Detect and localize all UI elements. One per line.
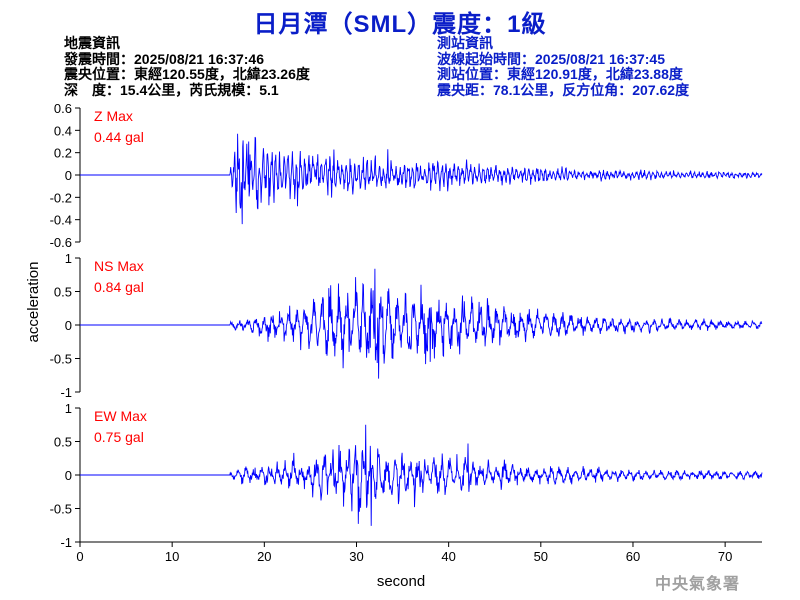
y-tick-label-z: -0.2 bbox=[50, 190, 72, 205]
origin-time: 發震時間：2025/08/21 16:37:46 bbox=[64, 50, 264, 67]
y-tick-label-ew: 0.5 bbox=[54, 435, 72, 450]
y-tick-label-ew: -1 bbox=[60, 535, 72, 550]
y-tick-label-ns: -0.5 bbox=[50, 352, 72, 367]
y-tick-label-z: 0.4 bbox=[54, 123, 72, 138]
depth-magnitude: 深 度：15.4公里，芮氏規模：5.1 bbox=[64, 81, 279, 98]
y-tick-label-ns: 0.5 bbox=[54, 285, 72, 300]
max-label-ew: EW Max bbox=[94, 408, 147, 424]
agency-label: 中央氣象署 bbox=[655, 574, 741, 593]
x-tick-label: 30 bbox=[349, 549, 363, 564]
x-axis-title: second bbox=[377, 573, 425, 590]
station-info-heading: 測站資訊 bbox=[437, 35, 493, 51]
y-tick-label-ew: 1 bbox=[65, 401, 72, 416]
x-tick-label: 70 bbox=[718, 549, 732, 564]
x-tick-label: 50 bbox=[534, 549, 548, 564]
y-tick-label-ns: 0 bbox=[65, 318, 72, 333]
x-tick-label: 0 bbox=[76, 549, 83, 564]
page-title: 日月潭（SML）震度：1級 bbox=[253, 11, 547, 38]
y-tick-label-z: 0.2 bbox=[54, 146, 72, 161]
y-tick-label-z: -0.6 bbox=[50, 235, 72, 250]
wave-start-time: 波線起始時間：2025/08/21 16:37:45 bbox=[437, 50, 665, 67]
max-value-ns: 0.84 gal bbox=[94, 279, 144, 295]
station-info: 測站資訊 波線起始時間：2025/08/21 16:37:45 測站位置：東經1… bbox=[437, 35, 690, 98]
y-tick-label-z: 0.6 bbox=[54, 101, 72, 116]
max-value-z: 0.44 gal bbox=[94, 129, 144, 145]
earthquake-info-heading: 地震資訊 bbox=[64, 35, 120, 51]
y-tick-label-z: -0.4 bbox=[50, 213, 72, 228]
y-tick-label-z: 0 bbox=[65, 168, 72, 183]
x-tick-label: 20 bbox=[257, 549, 271, 564]
epicenter-location: 震央位置：東經120.55度，北緯23.26度 bbox=[64, 66, 310, 82]
y-tick-label-ns: 1 bbox=[65, 251, 72, 266]
waveform-z bbox=[80, 133, 763, 225]
x-tick-label: 60 bbox=[626, 549, 640, 564]
y-tick-label-ew: -0.5 bbox=[50, 502, 72, 517]
max-label-z: Z Max bbox=[94, 108, 133, 124]
y-axis-title: acceleration bbox=[25, 262, 42, 343]
waveform-ns bbox=[80, 268, 763, 379]
distance-azimuth: 震央距：78.1公里，反方位角：207.62度 bbox=[437, 81, 690, 98]
earthquake-info: 地震資訊 發震時間：2025/08/21 16:37:46 震央位置：東經120… bbox=[64, 35, 310, 98]
y-tick-label-ns: -1 bbox=[60, 385, 72, 400]
x-tick-label: 10 bbox=[165, 549, 179, 564]
max-label-ns: NS Max bbox=[94, 258, 144, 274]
x-tick-label: 40 bbox=[441, 549, 455, 564]
station-location: 測站位置：東經120.91度，北緯23.88度 bbox=[437, 66, 683, 82]
waveform-ew bbox=[80, 424, 763, 526]
y-tick-label-ew: 0 bbox=[65, 468, 72, 483]
max-value-ew: 0.75 gal bbox=[94, 429, 144, 445]
